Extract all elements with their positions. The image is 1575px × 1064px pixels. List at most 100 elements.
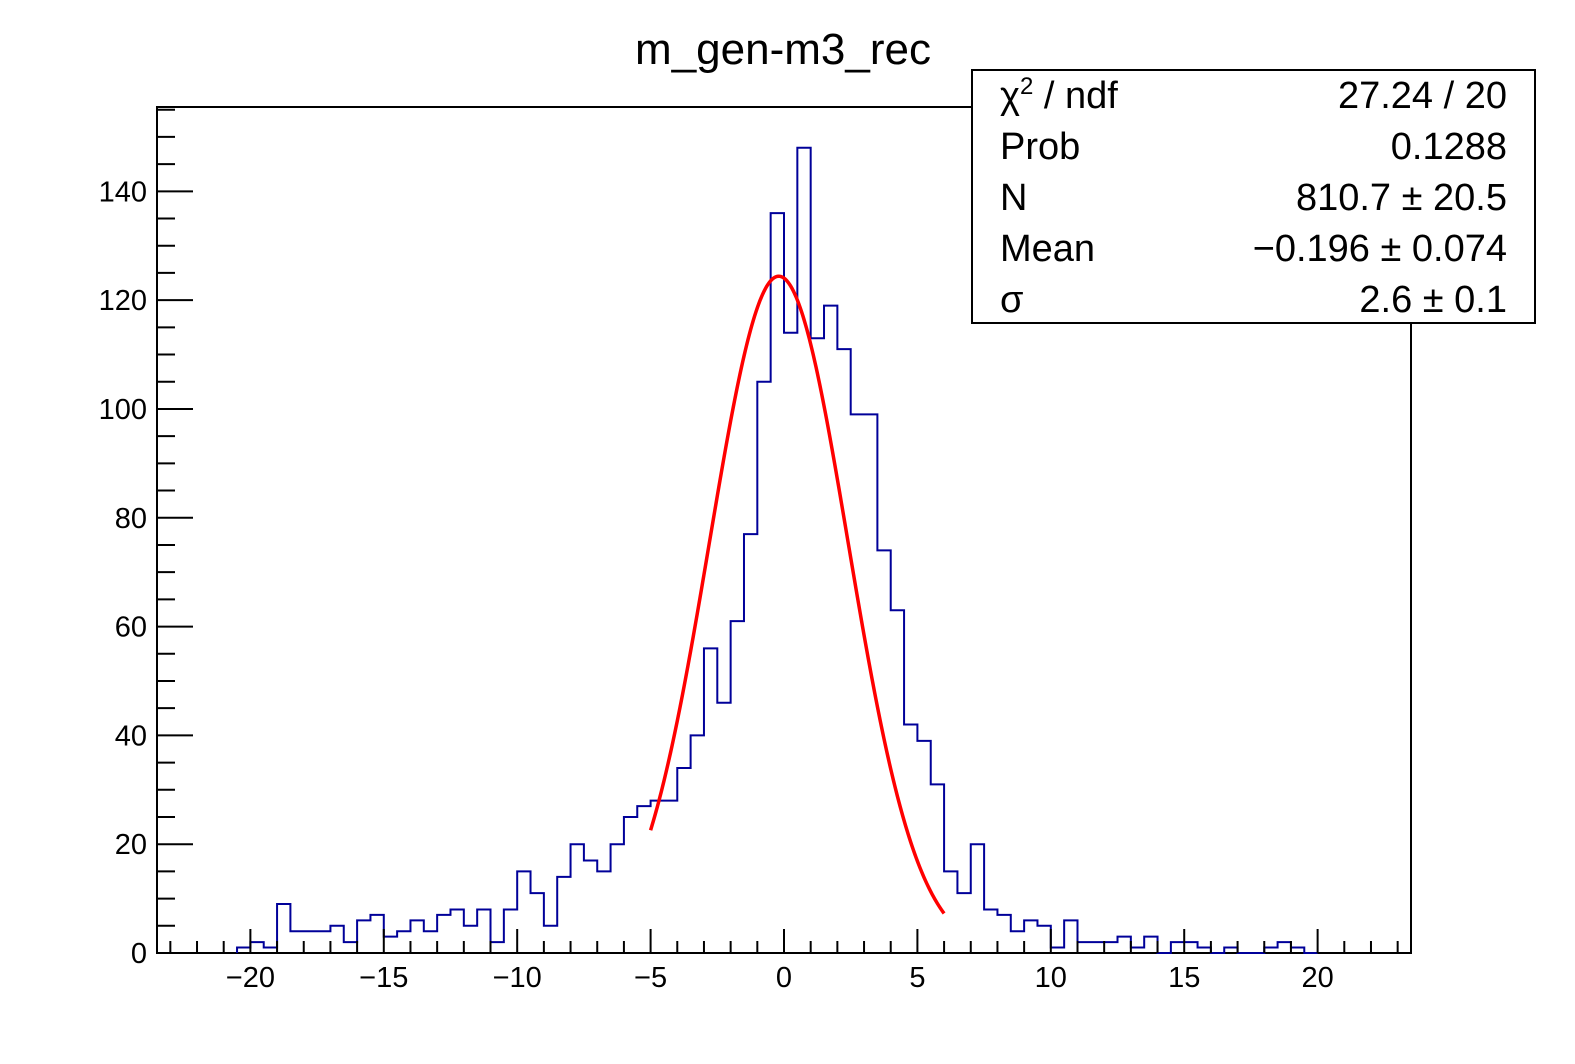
histogram-bin	[557, 877, 570, 953]
x-tick-label: −20	[226, 962, 275, 994]
y-tick-label: 40	[115, 720, 147, 752]
histogram-bin	[717, 703, 730, 953]
y-tick-label: 60	[115, 612, 147, 644]
histogram-bin	[1037, 926, 1050, 953]
histogram-bin	[944, 871, 957, 953]
histogram-bin	[304, 931, 317, 953]
y-tick-label: 120	[99, 285, 147, 317]
y-tick-label: 140	[99, 176, 147, 208]
x-tick-label: 5	[909, 962, 925, 994]
histogram-bin	[757, 382, 770, 953]
y-tick-label: 100	[99, 394, 147, 426]
histogram-bin	[824, 306, 837, 953]
histogram-bin	[584, 861, 597, 953]
histogram-bin	[1184, 942, 1197, 953]
y-tick-label: 0	[131, 938, 147, 970]
histogram-bin	[971, 844, 984, 953]
histogram-bin	[637, 806, 650, 953]
stats-row-label: Prob	[1000, 126, 1080, 168]
x-tick-label: 10	[1035, 962, 1067, 994]
stats-row-label: Mean	[1000, 228, 1095, 270]
histogram-bin	[290, 931, 303, 953]
x-tick-label: 0	[776, 962, 792, 994]
histogram-bin	[677, 768, 690, 953]
histogram-bin	[997, 915, 1010, 953]
histogram-bin	[1091, 942, 1104, 953]
histogram-bin	[744, 534, 757, 953]
chart-title: m_gen-m3_rec	[635, 25, 931, 74]
histogram-bin	[1024, 920, 1037, 953]
stats-row-value: 2.6 ± 0.1	[1359, 279, 1507, 321]
histogram-bin	[277, 904, 290, 953]
histogram-bin	[1104, 942, 1117, 953]
histogram-bin	[1011, 931, 1024, 953]
axis-layer: −20 −15 −10 −5 0 5 10 15 20 0 20 40 60 80 100 120 140	[99, 108, 1399, 994]
y-tick-label: 80	[115, 503, 147, 535]
histogram-bin	[877, 550, 890, 953]
histogram-bin	[384, 937, 397, 953]
histogram-bin	[1118, 937, 1131, 953]
histogram-bin	[784, 333, 797, 953]
histogram-outline	[236, 146, 1318, 954]
y-tick-label: 20	[115, 829, 147, 861]
histogram-bin	[450, 909, 463, 953]
histogram-bin	[731, 621, 744, 953]
histogram-bin	[611, 844, 624, 953]
histogram-bin	[410, 920, 423, 953]
histogram-bin	[931, 784, 944, 953]
histogram-bin	[851, 414, 864, 953]
histogram-bin	[811, 338, 824, 953]
histogram-bin	[344, 942, 357, 953]
histogram-bin	[424, 931, 437, 953]
histogram-bin	[1144, 937, 1157, 953]
histogram-bin	[544, 926, 557, 953]
x-tick-label: 20	[1301, 962, 1333, 994]
stats-row-value: 0.1288	[1391, 126, 1507, 168]
histogram-bin	[531, 893, 544, 953]
histogram-bin	[464, 926, 477, 953]
gaussian-fit-curve	[648, 274, 946, 915]
x-tick-label: −10	[493, 962, 542, 994]
x-tick-label: −15	[359, 962, 408, 994]
x-tick-label: 15	[1168, 962, 1200, 994]
histogram-bin	[477, 909, 490, 953]
histogram-bin	[357, 920, 370, 953]
stats-box-border	[971, 69, 1536, 324]
stats-row-label: χ2 / ndf	[1000, 73, 1118, 117]
histogram-bin	[957, 893, 970, 953]
stats-row-label: σ	[1000, 279, 1023, 321]
fit-layer	[648, 274, 946, 915]
histogram-bin	[397, 931, 410, 953]
histogram-bin	[917, 741, 930, 953]
histogram-bin	[771, 213, 784, 953]
histogram-bin	[624, 817, 637, 953]
histogram-bin	[571, 844, 584, 953]
histogram-bin	[664, 801, 677, 953]
histogram-bin	[491, 942, 504, 953]
histogram-bin	[370, 915, 383, 953]
histogram-bin	[330, 926, 343, 953]
histogram-bin	[597, 871, 610, 953]
x-tick-label: −5	[634, 962, 667, 994]
histogram-bin	[1278, 942, 1291, 953]
stats-row-value: 27.24 / 20	[1338, 75, 1507, 117]
histogram-bin	[1064, 920, 1077, 953]
stats-row-label: N	[1000, 177, 1027, 219]
stats-row-value: 810.7 ± 20.5	[1296, 177, 1507, 219]
histogram-bin	[250, 942, 263, 953]
histogram-bin	[517, 871, 530, 953]
stats-row-value: −0.196 ± 0.074	[1253, 228, 1507, 270]
histogram-bin	[797, 148, 810, 953]
stats-box: χ2 / ndf 27.24 / 20 Prob 0.1288 N 810.7 ± 20.…	[971, 69, 1536, 324]
histogram-bin	[437, 915, 450, 953]
histogram-layer	[236, 146, 1318, 954]
histogram-bin	[864, 414, 877, 953]
histogram-bin	[704, 648, 717, 953]
histogram-bin	[504, 909, 517, 953]
histogram-bin	[1077, 942, 1090, 953]
histogram-bin	[691, 735, 704, 953]
histogram-bin	[317, 931, 330, 953]
histogram-bin	[837, 349, 850, 953]
histogram-bin	[984, 909, 997, 953]
